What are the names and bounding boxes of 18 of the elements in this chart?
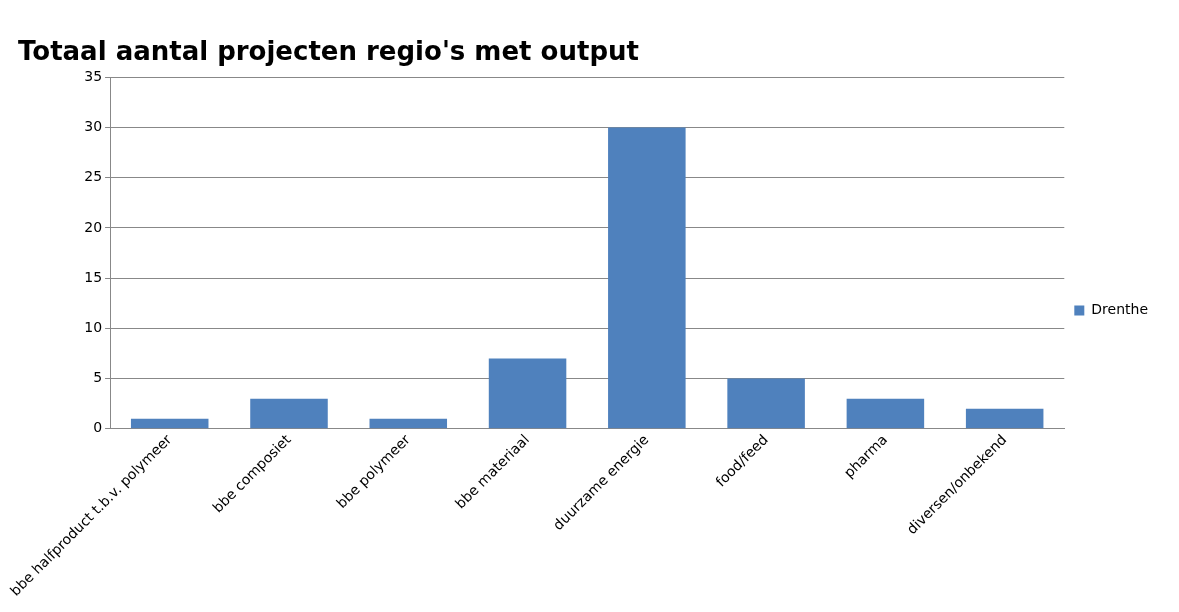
y-tick-label: 35 [84,67,103,84]
y-tick-label: 25 [84,168,103,185]
y-tick-label: 0 [93,419,103,436]
bar [727,378,805,429]
y-tick-label: 10 [84,319,103,336]
bar [846,398,925,429]
y-tick-label: 15 [84,268,103,285]
bar [250,398,328,429]
bar [130,418,209,429]
chart-title: Totaal aantal projecten regio's met output [18,36,639,67]
bar [608,127,686,429]
y-tick-label: 20 [84,218,103,235]
y-tick-label: 30 [84,118,103,135]
legend-label: Drenthe [1091,301,1149,318]
bar [369,418,448,429]
y-tick-label: 5 [93,369,103,386]
bar [488,358,567,429]
bar [965,408,1044,429]
